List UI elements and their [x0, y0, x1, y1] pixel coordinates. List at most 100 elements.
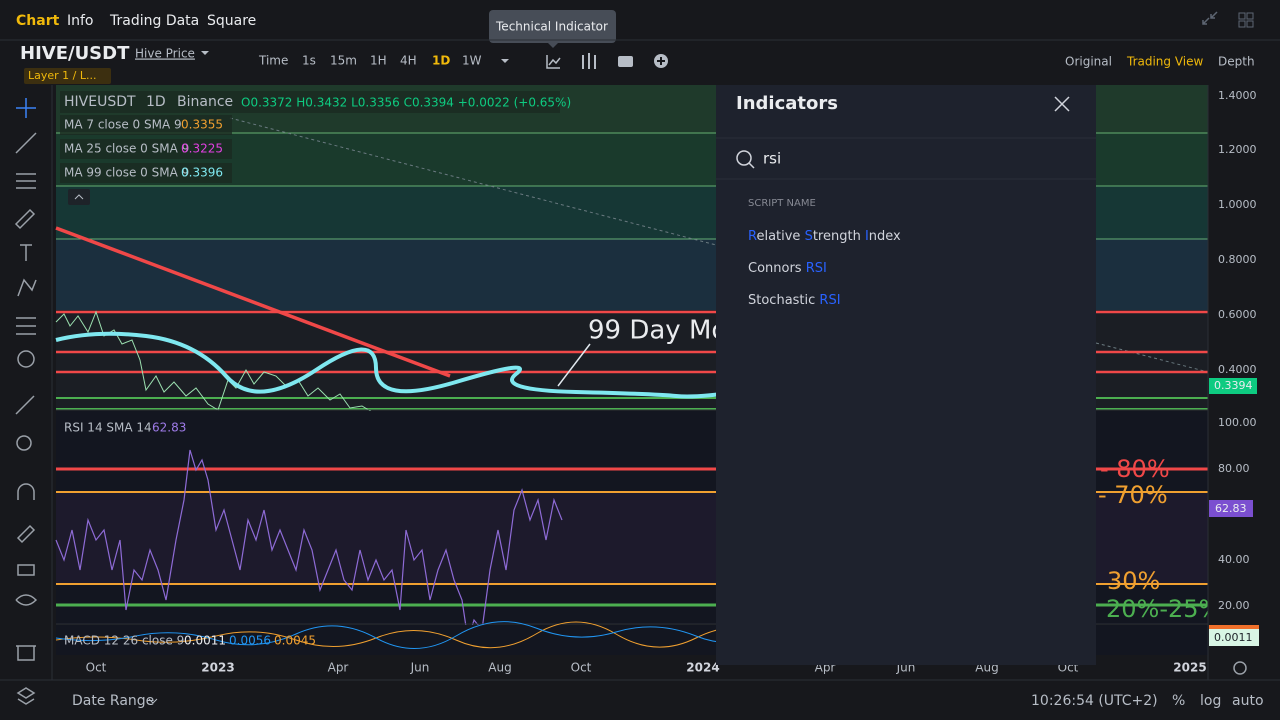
macd-line — [55, 619, 817, 649]
nav-tab[interactable]: Square — [207, 13, 256, 29]
interval[interactable]: 1H — [370, 54, 387, 68]
ma-name: MA 7 close 0 SMA 9 — [64, 118, 182, 132]
item-part: S — [805, 229, 813, 244]
clock: 10:26:54 (UTC+2) — [1031, 693, 1158, 709]
tag-bg — [24, 68, 111, 84]
camera-icon[interactable] — [618, 56, 633, 67]
rsi-name: RSI 14 SMA 14 — [64, 421, 152, 435]
price-badge — [1209, 378, 1257, 394]
scale-mode[interactable]: log — [1200, 693, 1221, 709]
macd-value: 0.0045 — [274, 634, 316, 648]
ma-value: 0.3225 — [181, 142, 223, 156]
trend-line — [55, 226, 451, 378]
item-part: R — [748, 229, 757, 244]
rsi-tick: 40.00 — [1218, 553, 1250, 566]
level-note: - 80% — [1100, 455, 1170, 483]
item-part: RSI — [819, 293, 840, 308]
collapse-icon[interactable] — [1202, 11, 1218, 25]
interval[interactable]: 1s — [302, 54, 316, 68]
interval[interactable]: Time — [258, 54, 288, 68]
tooltip-text: Technical Indicator — [495, 20, 608, 34]
rsi-tick: 100.00 — [1218, 416, 1257, 429]
chevron — [148, 698, 158, 704]
settings-icon[interactable] — [1233, 661, 1247, 675]
level-note: 20%-25% — [1106, 595, 1221, 623]
item-part: ndex — [869, 229, 901, 244]
indicator-icon[interactable] — [546, 55, 561, 69]
item-part: RSI — [806, 261, 827, 276]
price-tick: 1.0000 — [1218, 198, 1257, 211]
interval[interactable]: 1D — [432, 54, 450, 68]
macd-value: 0.0056 — [229, 634, 271, 648]
macd-hist — [1209, 625, 1259, 629]
dropdown[interactable] — [201, 51, 209, 55]
indicator-item[interactable]: Relative Strength Index — [748, 229, 901, 244]
candles-icon[interactable] — [582, 53, 596, 69]
date-range[interactable]: Date Range — [72, 693, 154, 709]
ma-name: MA 99 close 0 SMA 9 — [64, 166, 189, 180]
annotation: 99 Day Mo — [588, 316, 727, 346]
time-tick: Aug — [488, 661, 511, 675]
view-tab[interactable]: Depth — [1218, 55, 1255, 69]
ma-name: MA 25 close 0 SMA 9 — [64, 142, 189, 156]
scale-mode[interactable]: auto — [1232, 693, 1264, 709]
legend-bg — [60, 91, 560, 113]
panel-title: Indicators — [736, 93, 838, 114]
interval[interactable]: 1W — [462, 54, 482, 68]
view-tab[interactable]: Trading View — [1126, 55, 1204, 69]
ma-value: 0.3355 — [181, 118, 223, 132]
close-button[interactable] — [1054, 96, 1070, 112]
price-link[interactable]: Hive Price — [135, 47, 195, 61]
indicator-item[interactable]: Stochastic RSI — [748, 293, 841, 308]
search-input[interactable]: rsi — [763, 150, 781, 168]
legend-bg — [60, 139, 232, 159]
indicator-item[interactable]: Connors RSI — [748, 261, 827, 276]
more-intervals[interactable] — [501, 59, 509, 63]
chevron — [74, 194, 84, 200]
rsi-tick: 20.00 — [1218, 599, 1250, 612]
legend-symbol: HIVEUSDT — [64, 94, 136, 110]
rsi-current: 62.83 — [1215, 502, 1247, 515]
trend-dashed — [1095, 342, 1209, 373]
tooltip — [489, 10, 616, 43]
time-tick: Oct — [571, 661, 592, 675]
time-tick: Oct — [86, 661, 107, 675]
price-tick: 1.4000 — [1218, 89, 1257, 102]
item-part: I — [865, 229, 869, 244]
search-icon-handle — [748, 162, 755, 169]
tag[interactable]: Layer 1 / L... — [28, 69, 96, 82]
macd-current: 0.0011 — [1214, 631, 1253, 644]
drawing-tools[interactable] — [14, 98, 38, 705]
ma-value: 0.3396 — [181, 166, 223, 180]
time-tick: Jun — [410, 661, 430, 675]
time-tick: 2023 — [201, 661, 234, 675]
collapse-legend[interactable] — [68, 189, 90, 205]
view-tab[interactable]: Original — [1065, 55, 1112, 69]
tooltip-arrow — [548, 43, 558, 48]
add-plus — [657, 57, 665, 65]
legend-ohlc: O0.3372 H0.3432 L0.3356 C0.3394 +0.0022 … — [241, 96, 571, 110]
level-note: 30% — [1107, 567, 1160, 595]
interval[interactable]: 4H — [400, 54, 417, 68]
nav-tab[interactable]: Chart — [16, 13, 60, 29]
time-tick: Apr — [328, 661, 349, 675]
time-tick: 2024 — [686, 661, 719, 675]
rsi-line — [55, 449, 563, 641]
price-current: 0.3394 — [1214, 379, 1253, 392]
legend-bg — [60, 163, 232, 183]
item-part: Connors — [748, 261, 806, 276]
indicator-panel — [716, 85, 1096, 665]
rsi-value: 62.83 — [152, 421, 186, 435]
scale-mode[interactable]: % — [1172, 693, 1185, 709]
ma-99 — [55, 331, 778, 399]
interval[interactable]: 15m — [330, 54, 357, 68]
price-tick: 0.4000 — [1218, 363, 1257, 376]
macd-badge — [1209, 629, 1259, 646]
section-label: SCRIPT NAME — [748, 198, 816, 209]
nav-tab[interactable]: Trading Data — [109, 13, 199, 29]
level-note: - 70% — [1098, 481, 1168, 509]
nav-tab[interactable]: Info — [67, 13, 94, 29]
layout-icon[interactable] — [1238, 12, 1254, 28]
legend-interval: 1D — [146, 94, 166, 110]
annotation-arrow — [557, 343, 591, 387]
